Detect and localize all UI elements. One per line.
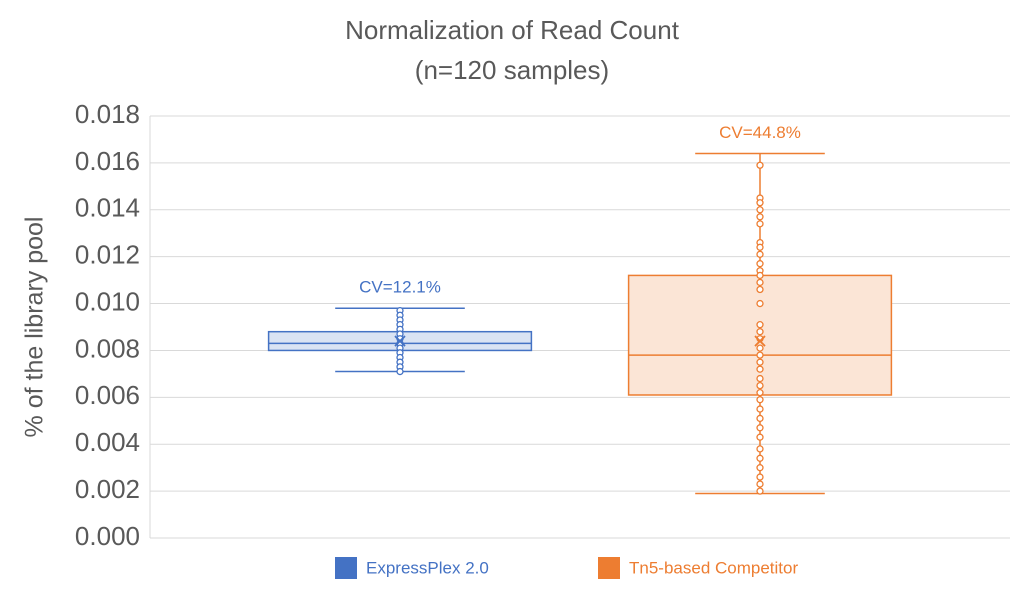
data-point: [756, 299, 764, 308]
y-tick-label: 0.000: [75, 521, 140, 551]
data-point: [756, 365, 764, 373]
data-point: [756, 285, 764, 294]
data-point: [756, 250, 764, 258]
data-point: [756, 473, 764, 481]
data-point: [756, 243, 764, 251]
y-tick-label: 0.012: [75, 240, 140, 270]
data-point: [756, 374, 764, 383]
data-point: [756, 328, 764, 336]
y-tick-label: 0.014: [75, 193, 140, 223]
data-point: [756, 480, 764, 488]
data-point: [756, 199, 764, 207]
data-point: [756, 405, 764, 413]
data-point: [756, 381, 764, 390]
legend-swatch: [335, 557, 357, 579]
data-point: [396, 367, 404, 376]
data-point: [756, 454, 764, 462]
data-point: [756, 433, 764, 441]
y-tick-label: 0.016: [75, 146, 140, 176]
legend-label: Tn5-based Competitor: [629, 558, 798, 577]
mean-marker: [394, 335, 406, 347]
y-tick-label: 0.018: [75, 99, 140, 129]
data-point: [756, 388, 764, 397]
legend-swatch: [598, 557, 620, 579]
y-axis-label: % of the library pool: [21, 217, 49, 438]
data-point: [756, 161, 764, 169]
data-point: [756, 321, 764, 329]
y-tick-label: 0.002: [75, 474, 140, 504]
legend-label: ExpressPlex 2.0: [366, 558, 489, 577]
data-point: [756, 396, 764, 404]
data-point: [756, 445, 764, 453]
data-point: [756, 351, 764, 359]
y-tick-label: 0.006: [75, 380, 140, 410]
mean-marker: [754, 335, 766, 347]
data-point: [756, 358, 764, 366]
data-point: [756, 487, 764, 495]
y-tick-label: 0.008: [75, 333, 140, 363]
chart-title: Normalization of Read Count: [345, 15, 680, 45]
data-point: [756, 424, 764, 432]
y-tick-label: 0.004: [75, 427, 140, 457]
data-point: [756, 271, 764, 280]
data-point: [756, 278, 764, 287]
annotation: CV=44.8%: [719, 123, 801, 142]
chart-subtitle: (n=120 samples): [415, 55, 609, 85]
data-point: [756, 414, 764, 423]
data-point: [756, 464, 764, 472]
data-point: [756, 260, 764, 268]
annotation: CV=12.1%: [359, 278, 441, 297]
y-tick-label: 0.010: [75, 286, 140, 316]
data-point: [756, 213, 764, 221]
data-point: [756, 220, 764, 228]
data-point: [756, 344, 764, 352]
data-point: [756, 206, 764, 214]
